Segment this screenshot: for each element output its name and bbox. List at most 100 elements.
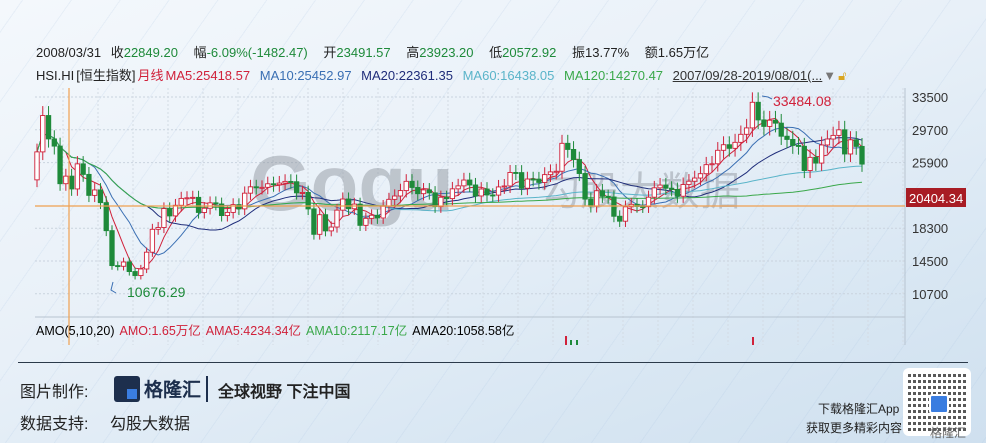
- candle: [213, 196, 219, 211]
- amplitude-label: 振: [572, 45, 586, 60]
- candle-body: [392, 195, 398, 200]
- amount-label: 额: [644, 45, 658, 60]
- candle-body: [518, 172, 525, 189]
- candle-body: [265, 183, 271, 188]
- candle: [818, 136, 825, 171]
- candle-body: [640, 206, 646, 208]
- candle-body: [818, 144, 825, 164]
- min-pointer: [110, 281, 117, 294]
- dropdown-triangle-icon[interactable]: ▼: [823, 68, 837, 83]
- qr-logo-icon: [929, 394, 949, 414]
- candle: [282, 174, 288, 191]
- candle-body: [242, 192, 248, 210]
- candle: [761, 110, 767, 136]
- candle-body: [317, 214, 323, 235]
- period-selector[interactable]: 月线: [137, 68, 164, 83]
- candle: [288, 174, 294, 189]
- candle-body: [368, 214, 375, 219]
- amo-bar: [570, 340, 572, 345]
- lock-icon[interactable]: 🔓︎: [838, 68, 847, 83]
- candle-body: [247, 186, 254, 194]
- candle-body: [715, 149, 721, 165]
- candle-body: [345, 198, 352, 210]
- candle: [201, 202, 207, 219]
- candle: [547, 164, 554, 183]
- candle-body: [593, 190, 600, 207]
- candle-body: [778, 122, 784, 137]
- candle-body: [236, 204, 242, 210]
- candle: [842, 120, 848, 163]
- candle-body: [172, 204, 179, 217]
- candle: [703, 156, 709, 182]
- candle-body: [115, 265, 121, 268]
- date-range-selector[interactable]: 2007/09/28-2019/08/01(...: [672, 68, 823, 83]
- candle: [253, 179, 259, 195]
- candle-body: [732, 141, 738, 149]
- ma5-line: [36, 117, 863, 270]
- candle-body: [478, 188, 484, 197]
- candle: [103, 196, 109, 237]
- candle-body: [559, 142, 565, 172]
- candle-body: [97, 189, 104, 204]
- candle: [559, 134, 565, 179]
- candle: [276, 175, 282, 192]
- candle: [674, 182, 681, 203]
- max-label: 33484.08: [773, 93, 832, 109]
- data-source-label: 数据支持:: [20, 416, 89, 433]
- candle-body: [184, 197, 190, 200]
- price-tag: [906, 188, 966, 207]
- candle-body: [484, 188, 490, 196]
- candle: [190, 190, 196, 205]
- candle-body: [334, 209, 340, 228]
- candle-body: [270, 183, 277, 186]
- ma5-value: MA5:25418.57: [165, 68, 251, 83]
- candle-body: [611, 196, 617, 217]
- candle: [651, 180, 657, 204]
- candle: [397, 183, 404, 203]
- candle: [218, 197, 225, 222]
- candle: [34, 143, 40, 188]
- qr-code[interactable]: [903, 368, 971, 436]
- candle-body: [374, 214, 381, 219]
- candle: [311, 202, 317, 240]
- more-content-text: 获取更多精彩内容: [806, 421, 903, 435]
- candle-body: [755, 101, 761, 121]
- candle: [184, 191, 190, 205]
- y-tick-label: 10700: [912, 287, 948, 302]
- candle-body: [617, 215, 623, 222]
- candle-body: [253, 186, 259, 189]
- candle-body: [138, 268, 144, 277]
- candle: [178, 191, 184, 212]
- candle: [490, 188, 496, 202]
- amo-bar: [565, 336, 567, 345]
- candle-body: [605, 195, 611, 198]
- candle: [507, 164, 513, 193]
- candle: [403, 174, 409, 198]
- candle-body: [149, 228, 156, 253]
- candle-body: [784, 135, 790, 140]
- candle: [161, 202, 167, 234]
- candle: [368, 209, 375, 225]
- candle-body: [542, 174, 548, 183]
- candle: [265, 176, 271, 195]
- candle: [45, 106, 52, 148]
- candle-body: [155, 227, 161, 230]
- candle: [709, 155, 715, 173]
- index-name: [恒生指数]: [76, 68, 136, 83]
- candle: [524, 171, 531, 196]
- candle-body: [709, 163, 715, 166]
- candle-body: [588, 198, 594, 207]
- candle-body: [599, 190, 606, 197]
- candle: [542, 167, 548, 190]
- candle: [467, 172, 473, 193]
- candle: [195, 190, 202, 219]
- candle-body: [726, 144, 732, 149]
- candle: [668, 181, 675, 197]
- candle-body: [570, 148, 577, 161]
- candle-body: [795, 144, 802, 147]
- candle: [599, 183, 606, 203]
- candle: [715, 142, 721, 172]
- candle-body: [680, 184, 686, 197]
- ama20-value: AMA20:1058.58亿: [412, 324, 515, 338]
